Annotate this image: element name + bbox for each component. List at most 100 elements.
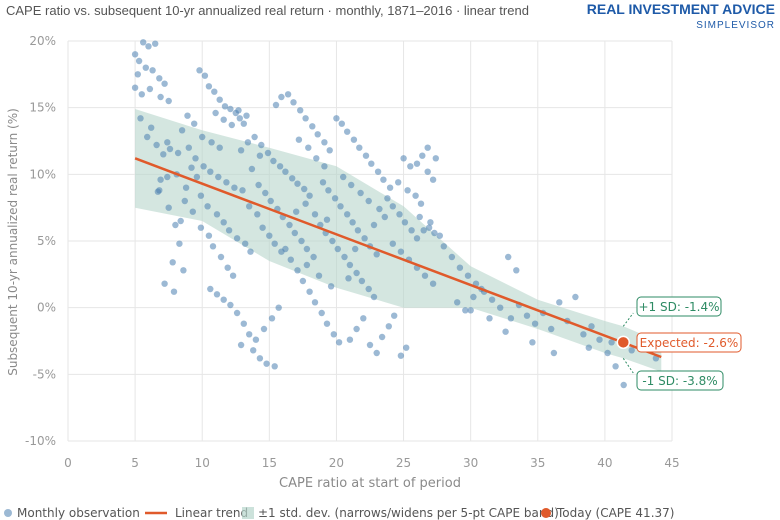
scatter-point [237,341,245,349]
scatter-point [397,352,405,359]
scatter-point [275,304,282,311]
scatter-point [350,136,358,143]
scatter-point [419,152,426,159]
legend: Monthly observation Linear trend ±1 std.… [4,506,674,520]
scatter-point [585,344,592,351]
scatter-point [131,84,139,91]
scatter-point [278,93,285,101]
scatter-point [310,253,317,261]
scatter-point [205,83,213,90]
scatter-point [440,243,447,250]
scatter-point [135,57,143,65]
scatter-point [239,187,246,194]
scatter-point [432,155,439,162]
legend-today-label: Today (CAPE 41.37) [556,506,674,520]
y-tick-label: 10% [29,167,56,181]
scatter-point [346,336,354,343]
scatter-point [315,272,323,279]
y-tick-label: -10% [25,434,56,448]
scatter-point [284,91,292,98]
scatter-point [321,163,328,170]
scatter-point [152,40,159,47]
scatter-point [361,235,368,242]
x-tick-label: 40 [597,456,612,470]
scatter-point [299,277,307,285]
scatter-point [318,309,325,317]
scatter-point [395,179,402,186]
scatter-point [165,204,172,211]
scatter-point [302,200,309,207]
scatter-point [229,272,237,279]
scatter-point [178,127,186,134]
scatter-point [131,51,139,58]
scatter-point [169,259,176,266]
scatter-point [329,237,336,245]
scatter-point [287,256,294,263]
scatter-point [191,120,198,127]
scatter-point [370,293,378,301]
scatter-point [327,283,335,290]
scatter-point [160,151,167,158]
scatter-point [256,152,264,159]
x-tick-label: 25 [396,456,411,470]
scatter-point [276,163,284,170]
y-tick-label: 20% [29,34,56,48]
scatter-point [170,288,178,295]
scatter-point [205,232,213,239]
x-tick-label: 45 [664,456,679,470]
scatter-point [381,213,388,221]
scatter-point [227,301,234,309]
scatter-point [243,112,250,119]
scatter-point [333,115,340,122]
scatter-point [330,331,337,338]
scatter-point [354,227,362,234]
scatter-point [604,349,611,357]
x-tick-label: 0 [64,456,72,470]
minus-sd-text: -1 SD: -3.8% [642,374,717,388]
scatter-point [293,208,300,215]
scatter-point [177,217,184,225]
scatter-point [196,67,203,74]
scatter-point [580,331,587,338]
scatter-point [412,192,419,199]
scatter-point [378,333,386,341]
scatter-point [588,323,595,330]
y-tick-label: 5% [37,234,56,248]
minus-sd-leader [622,358,634,374]
plus-sd-callout [636,296,722,317]
scatter-point [220,219,227,226]
scatter-point [325,187,332,194]
scatter-point [156,75,163,82]
y-tick-label: 15% [29,101,56,115]
scatter-point [250,347,257,354]
scatter-point [188,164,195,171]
trend-line [134,157,662,359]
scatter-point [416,213,423,221]
scatter-point [572,293,579,301]
scatter-point [319,179,327,186]
scatter-points [131,39,660,389]
scatter-point [360,315,367,322]
scatter-point [181,197,188,205]
scatter-point [166,145,174,153]
scatter-point [262,189,269,197]
x-tick-label: 15 [262,456,277,470]
scatter-point [628,347,635,354]
scatter-point [216,96,223,103]
scatter-point [346,261,354,269]
scatter-point [427,219,434,226]
scatter-point [353,269,360,277]
scatter-point [429,280,437,287]
expected-callout [636,332,742,353]
scatter-point [204,203,211,210]
scatter-point [247,248,254,255]
plus-sd-text: +1 SD: -1.4% [638,300,719,314]
scatter-point [429,176,437,183]
legend-today-swatch [541,508,551,518]
scatter-point [413,160,421,167]
scatter-point [396,211,403,218]
scatter-point [260,325,268,333]
scatter-point [290,99,297,106]
scatter-point [424,144,431,151]
scatter-point [201,72,209,79]
